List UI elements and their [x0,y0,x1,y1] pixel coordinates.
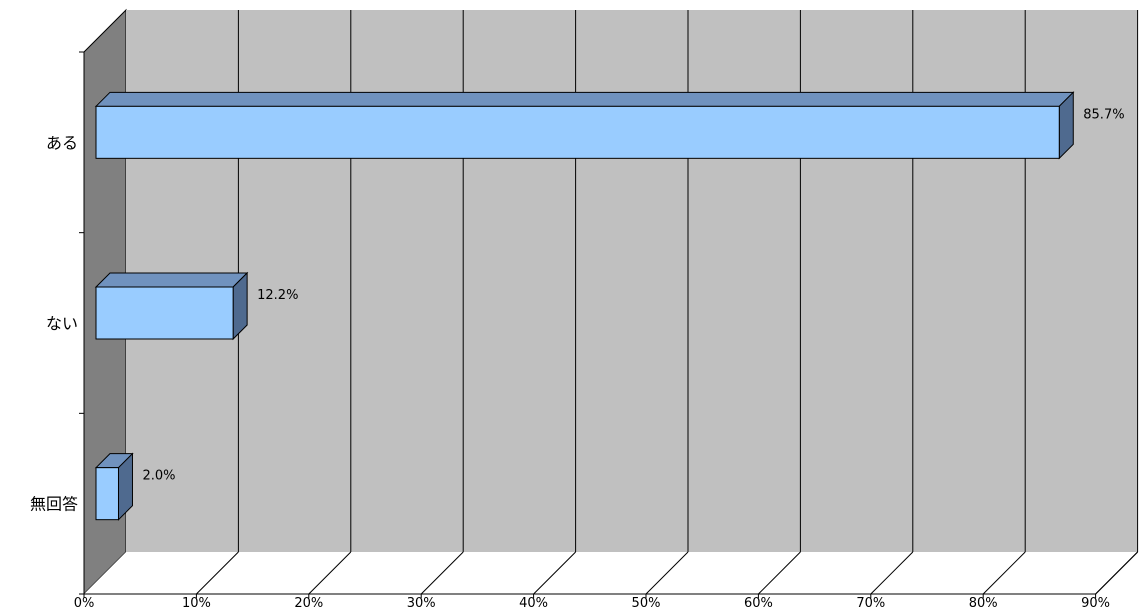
x-tick-label: 80% [969,596,998,607]
data-labels: 85.7% 12.2% 2.0% [142,107,1124,483]
bar-front [95,286,234,340]
bar-1 [94,91,1075,160]
bar-3 [94,452,134,521]
category-label: ない [46,314,78,333]
floor-right-edge [1095,551,1138,595]
bar-top [94,91,1075,107]
data-label: 85.7% [1083,107,1124,122]
axis-lines [79,51,1138,598]
floor-gridline [870,551,914,595]
bar-top [94,272,249,288]
back-wall [126,10,1138,552]
x-tick-label: 20% [294,596,323,607]
floor-gridline [196,551,239,595]
bar-2 [94,271,249,341]
bar-front [95,105,1060,159]
bars [94,91,1075,521]
data-label: 12.2% [257,288,298,303]
floor-gridline [420,551,464,595]
floor-gridline [308,551,352,595]
data-label: 2.0% [142,469,175,484]
floor-gridline [982,551,1026,595]
x-tick-labels: 0% 10% 20% 30% 40% 50% 60% 70% 80% 90% [74,596,1110,607]
x-tick-label: 10% [182,596,211,607]
floor-gridline [758,551,801,595]
x-tick-label: 60% [744,596,773,607]
floor-gridline [533,551,576,595]
x-tick-label: 50% [632,596,661,607]
category-label: ある [46,133,78,152]
x-tick-label: 30% [407,596,436,607]
x-tick-label: 40% [519,596,548,607]
bar-front [95,467,119,521]
floor-gridline [645,551,689,595]
x-tick-label: 90% [1081,596,1110,607]
floor [84,552,1138,594]
x-tick-label: 0% [74,596,95,607]
category-label: 無回答 [30,495,78,514]
x-tick-label: 70% [856,596,885,607]
